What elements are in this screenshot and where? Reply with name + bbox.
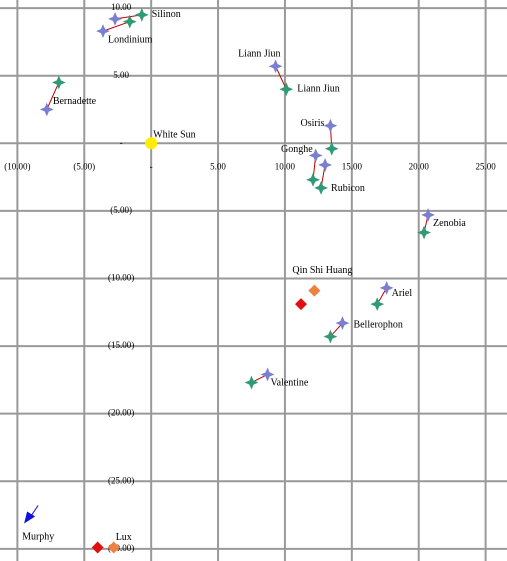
y-tick-label: (25.00) (108, 475, 134, 485)
star-marker (122, 14, 137, 29)
star-label: Osiris (301, 118, 325, 129)
star-label: White Sun (153, 130, 196, 141)
y-tick-label: (15.00) (108, 340, 134, 350)
y-tick-label: (30.00) (108, 543, 134, 553)
star-marker (260, 367, 275, 382)
star-marker (308, 148, 323, 163)
star-marker (96, 24, 110, 38)
y-tick-label: 10.00 (111, 2, 132, 12)
track-line (46, 82, 60, 110)
diamond-marker (294, 298, 307, 311)
y-tick-label: (10.00) (108, 273, 134, 283)
star-marker (39, 102, 54, 117)
x-tick-label: (10.00) (4, 161, 30, 171)
x-tick-label: 5.00 (210, 161, 226, 171)
y-tick-label: - (120, 137, 123, 147)
diamond-marker (107, 541, 120, 554)
star-label: Gonghe (281, 144, 313, 155)
star-marker (417, 225, 431, 240)
star-marker (279, 82, 294, 97)
y-tick-label: (5.00) (110, 205, 132, 215)
arrow-marker (24, 511, 36, 524)
x-tick-label: - (150, 161, 153, 171)
star-marker (379, 281, 394, 295)
star-label: Ariel (392, 288, 413, 299)
star-label: Murphy (22, 532, 54, 543)
star-marker (335, 316, 350, 330)
star-label: Londinium (108, 34, 153, 45)
x-tick-label: 20.00 (409, 161, 430, 171)
star-label: Liann Jiun (297, 84, 340, 95)
x-tick-label: 15.00 (342, 161, 363, 171)
sun-marker (145, 137, 158, 150)
star-marker (421, 208, 435, 222)
star-marker (324, 141, 339, 156)
star-marker (318, 158, 332, 172)
star-label: Lux (116, 532, 132, 543)
star-marker (268, 59, 283, 74)
track-line (275, 66, 287, 90)
star-marker (314, 180, 328, 195)
star-label: Zenobia (433, 218, 466, 229)
star-marker (134, 7, 149, 22)
star-marker (323, 329, 338, 344)
star-marker (108, 12, 122, 26)
x-tick-label: (5.00) (73, 161, 95, 171)
star-marker (51, 75, 66, 90)
track-line (330, 322, 343, 337)
star-label: Valentine (271, 378, 309, 389)
star-marker (244, 375, 259, 390)
star-label: Qin Shi Huang (292, 265, 352, 276)
star-label: Silinon (152, 9, 181, 20)
star-marker (306, 172, 320, 187)
star-label: Bellerophon (353, 319, 402, 330)
diamond-marker (91, 541, 104, 554)
star-marker (323, 118, 338, 133)
y-tick-label: 5.00 (113, 70, 129, 80)
y-tick-label: (20.00) (108, 408, 134, 418)
diamond-marker (308, 284, 321, 297)
x-tick-label: 25.00 (475, 161, 496, 171)
star-label: Bernadette (53, 96, 97, 107)
track-line (102, 21, 130, 32)
star-marker (370, 297, 385, 312)
star-label: Liann Jiun (238, 49, 281, 60)
x-tick-label: 10.00 (275, 161, 296, 171)
star-label: Rubicon (331, 183, 365, 194)
